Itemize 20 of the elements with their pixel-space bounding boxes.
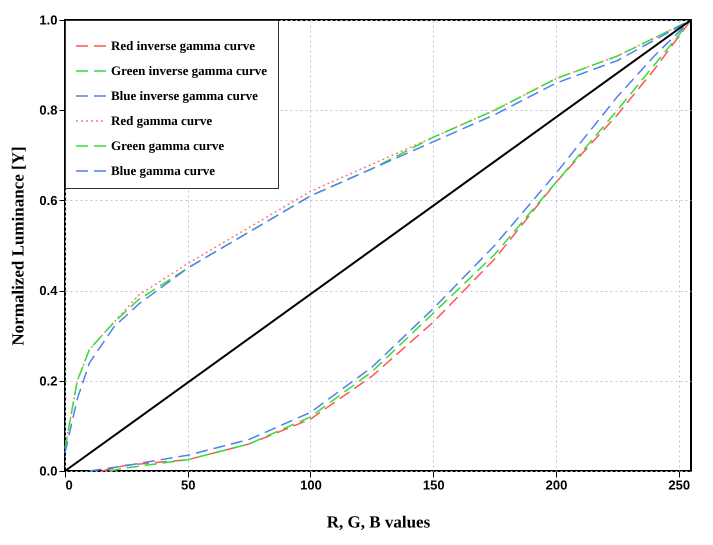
legend-label: Green gamma curve	[111, 138, 224, 153]
y-tick-label: 0.4	[39, 283, 58, 298]
x-tick-label: 250	[668, 478, 690, 492]
x-axis-title: R, G, B values	[326, 512, 431, 532]
y-tick-label: 1.0	[39, 12, 58, 28]
y-tick-label: 0.2	[39, 373, 58, 388]
y-tick-label: 0.6	[39, 192, 58, 208]
x-tick-label: 200	[546, 478, 568, 492]
x-tick-label: 100	[300, 478, 322, 492]
legend-label: Blue gamma curve	[111, 163, 216, 178]
x-tick-label: 0	[66, 478, 73, 492]
y-axis-title: Normalized Luminance [Y]	[8, 146, 28, 346]
legend-label: Red inverse gamma curve	[111, 38, 256, 53]
y-tick-label: 0.0	[39, 464, 58, 478]
x-tick-label: 50	[181, 478, 196, 492]
x-tick-label: 150	[422, 478, 445, 492]
legend-label: Green inverse gamma curve	[111, 63, 268, 78]
legend-label: Blue inverse gamma curve	[111, 88, 258, 103]
y-tick-label: 0.8	[39, 102, 58, 118]
legend-label: Red gamma curve	[111, 113, 212, 128]
